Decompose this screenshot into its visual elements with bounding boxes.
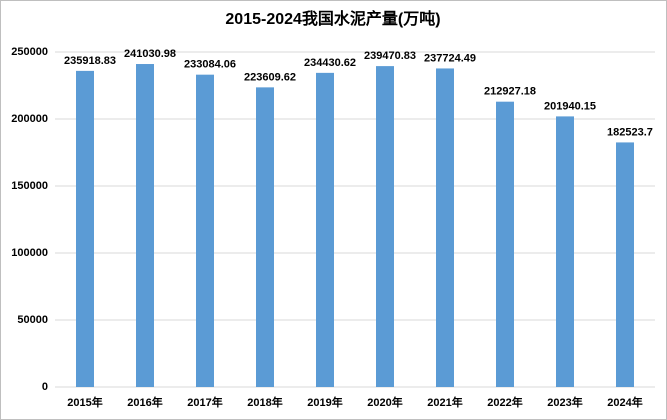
- value-label: 234430.62: [304, 57, 356, 69]
- value-label: 239470.83: [364, 50, 416, 62]
- value-label: 237724.49: [424, 52, 476, 64]
- x-tick-label: 2022年: [487, 395, 522, 409]
- value-label: 182523.7: [607, 126, 653, 138]
- bar: [496, 101, 514, 387]
- y-tick-label: 0: [42, 381, 48, 393]
- value-label: 233084.06: [184, 59, 236, 71]
- value-label: 212927.18: [484, 86, 536, 98]
- value-label: 223609.62: [244, 71, 296, 83]
- bar: [136, 64, 154, 387]
- bar: [316, 72, 334, 387]
- bar: [196, 74, 214, 387]
- bar: [616, 142, 634, 387]
- y-tick-label: 200000: [11, 113, 48, 125]
- x-tick-label: 2016年: [127, 395, 162, 409]
- x-tick-label: 2017年: [187, 395, 222, 409]
- x-tick-label: 2023年: [547, 395, 582, 409]
- y-tick-label: 150000: [11, 180, 48, 192]
- y-tick-label: 50000: [17, 314, 48, 326]
- x-tick-label: 2024年: [607, 395, 642, 409]
- y-tick-label: 100000: [11, 247, 48, 259]
- x-tick-label: 2015年: [67, 395, 102, 409]
- bar: [436, 68, 454, 387]
- x-tick-label: 2020年: [367, 395, 402, 409]
- y-tick-label: 250000: [11, 46, 48, 58]
- value-label: 235918.83: [64, 55, 116, 67]
- value-label: 201940.15: [544, 100, 596, 112]
- x-tick-label: 2018年: [247, 395, 282, 409]
- chart-title: 2015-2024我国水泥产量(万吨): [225, 9, 440, 28]
- x-tick-label: 2019年: [307, 395, 342, 409]
- bar: [76, 70, 94, 387]
- value-label: 241030.98: [124, 48, 176, 60]
- bar: [256, 87, 274, 388]
- x-tick-label: 2021年: [427, 395, 462, 409]
- bar: [376, 66, 394, 388]
- bar: [556, 116, 574, 387]
